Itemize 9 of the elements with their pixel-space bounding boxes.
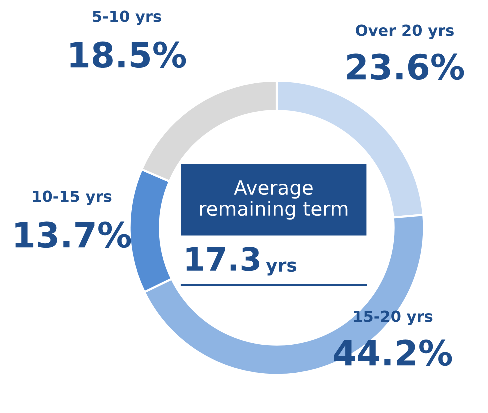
data-label: 18.5% <box>70 42 186 68</box>
slice-label: 10-15 yrs <box>33 190 112 206</box>
text: 17.3 yrs <box>186 247 297 276</box>
data-label: 44.2% <box>334 340 452 366</box>
slice-label: 5-10 yrs <box>93 10 162 26</box>
slice-label: Over 20 yrs <box>356 24 454 40</box>
data-label: 23.6% <box>348 54 464 80</box>
text: Average remaining term <box>200 180 348 220</box>
data-label: 13.7% <box>16 222 132 248</box>
